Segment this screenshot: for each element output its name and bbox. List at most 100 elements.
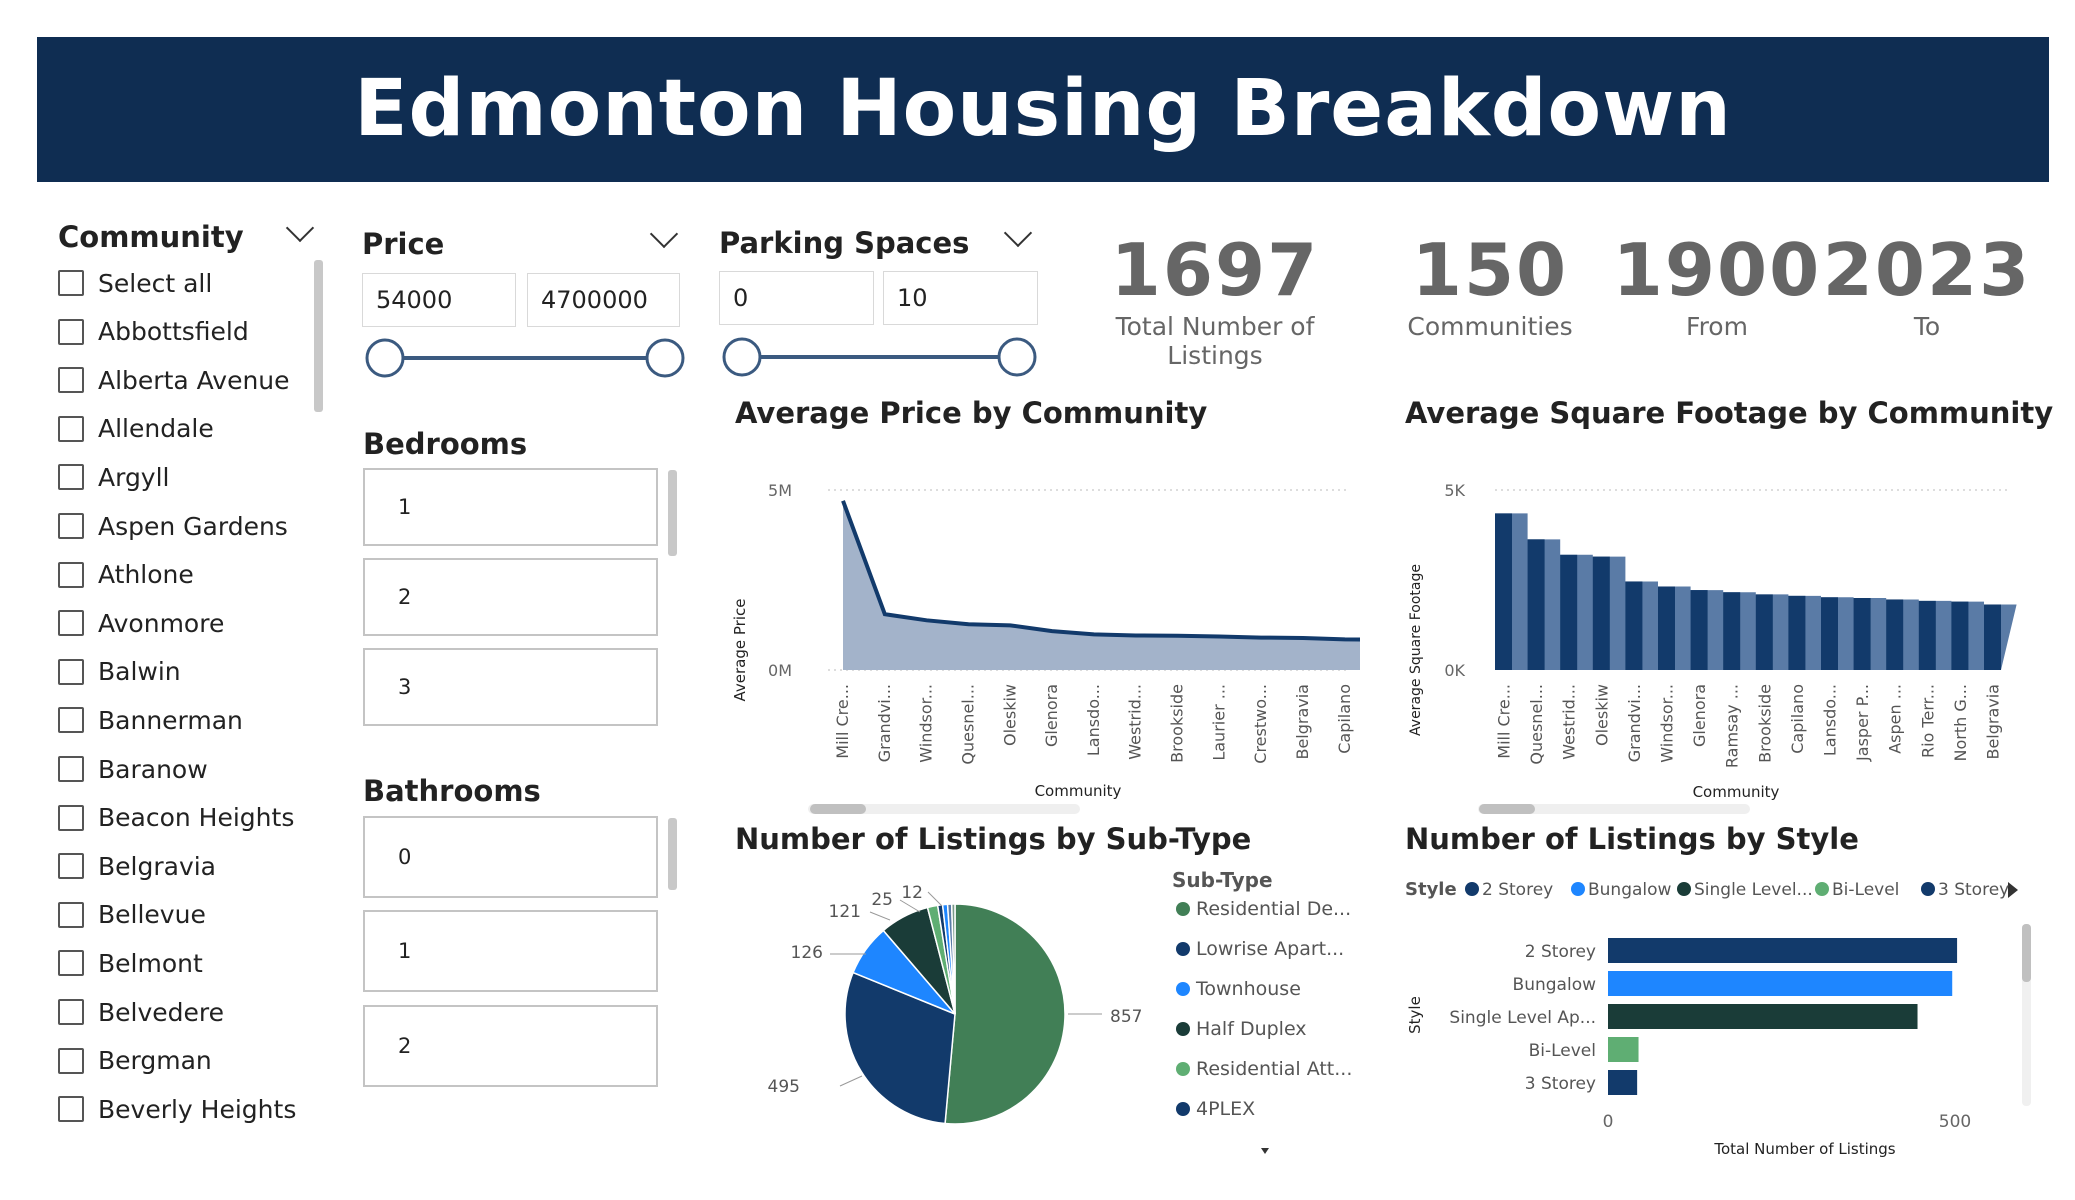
avg-sqft-bar bbox=[1984, 604, 2001, 670]
avg-price-hscroll-track[interactable] bbox=[808, 804, 1080, 814]
legend-marker-icon bbox=[1176, 942, 1190, 956]
select-all-checkbox-row[interactable]: Select all bbox=[58, 263, 212, 303]
kpi-value: 1697 bbox=[1110, 228, 1320, 312]
style-bar bbox=[1608, 938, 1958, 963]
kpi-from-year: 1900 From bbox=[1612, 228, 1822, 341]
bathrooms-tile[interactable]: 0 bbox=[363, 816, 658, 898]
community-checkbox-row[interactable]: Alberta Avenue bbox=[58, 360, 290, 400]
checkbox[interactable] bbox=[58, 804, 84, 831]
pie-data-label: 126 bbox=[791, 943, 823, 963]
kpi-value: 2023 bbox=[1822, 228, 2032, 312]
bathrooms-tile[interactable]: 1 bbox=[363, 910, 658, 992]
community-checkbox-row[interactable]: Baranow bbox=[58, 749, 208, 789]
checkbox[interactable] bbox=[58, 610, 84, 637]
community-label: Avonmore bbox=[98, 608, 225, 638]
pie-data-label: 495 bbox=[768, 1077, 800, 1097]
checkbox[interactable] bbox=[58, 999, 84, 1025]
checkbox[interactable] bbox=[58, 756, 84, 782]
community-checkbox-row[interactable]: Belgravia bbox=[58, 846, 216, 886]
pie-data-label: 12 bbox=[901, 883, 923, 903]
community-checkbox-row[interactable]: Belvedere bbox=[58, 992, 224, 1032]
bedrooms-slicer-title: Bedrooms bbox=[363, 427, 528, 461]
legend-next-arrow-icon[interactable] bbox=[2008, 882, 2018, 898]
style-x-axis-title: Total Number of Listings bbox=[1713, 1140, 1895, 1158]
subtype-chart-title: Number of Listings by Sub-Type bbox=[735, 822, 1252, 856]
avg-sqft-x-tick: Ramsay ... bbox=[1723, 684, 1742, 768]
community-checkbox-row[interactable]: Beverly Heights bbox=[58, 1089, 296, 1129]
community-checkbox-row[interactable]: Argyll bbox=[58, 457, 170, 497]
avg-price-x-tick: Lansdo... bbox=[1084, 684, 1103, 756]
avg-sqft-hscroll-track[interactable] bbox=[1478, 804, 1750, 814]
avg-price-hscroll-thumb[interactable] bbox=[810, 804, 866, 814]
style-x-tick: 500 bbox=[1939, 1112, 1971, 1132]
community-checkbox-row[interactable]: Abbottsfield bbox=[58, 312, 249, 352]
community-checkbox-row[interactable]: Athlone bbox=[58, 555, 194, 595]
bedrooms-tile[interactable]: 3 bbox=[363, 648, 658, 726]
price-min-input[interactable]: 54000 bbox=[362, 273, 516, 327]
legend-scroll-down-icon[interactable] bbox=[1261, 1148, 1269, 1154]
style-bar bbox=[1608, 1004, 1918, 1029]
style-vscroll-thumb[interactable] bbox=[2022, 924, 2031, 982]
bedrooms-tile[interactable]: 2 bbox=[363, 558, 658, 636]
community-checkbox-row[interactable]: Balwin bbox=[58, 652, 181, 692]
parking-min-input[interactable]: 0 bbox=[719, 271, 874, 325]
community-checkbox-row[interactable]: Avonmore bbox=[58, 603, 224, 643]
checkbox[interactable] bbox=[58, 950, 84, 977]
checkbox[interactable] bbox=[58, 464, 84, 491]
parking-range-slider[interactable] bbox=[718, 335, 1048, 379]
checkbox[interactable] bbox=[58, 853, 84, 880]
price-dropdown-chevron-icon[interactable] bbox=[649, 219, 679, 249]
bedrooms-scrollbar[interactable] bbox=[668, 470, 677, 556]
community-dropdown-chevron-icon[interactable] bbox=[285, 213, 315, 243]
community-scrollbar[interactable] bbox=[314, 260, 323, 412]
checkbox[interactable] bbox=[58, 318, 84, 345]
legend-label: 4PLEX bbox=[1196, 1098, 1255, 1120]
parking-dropdown-chevron-icon[interactable] bbox=[1003, 218, 1033, 248]
avg-sqft-bar bbox=[1951, 601, 1969, 670]
avg-price-x-tick: Oleskiw bbox=[1000, 684, 1019, 746]
style-y-tick: Bi-Level bbox=[1529, 1041, 1596, 1061]
pie-leader-line bbox=[839, 1075, 863, 1087]
checkbox[interactable] bbox=[58, 901, 84, 928]
community-checkbox-row[interactable]: Bellevue bbox=[58, 895, 206, 935]
community-label: Athlone bbox=[98, 560, 194, 590]
community-checkbox-row[interactable]: Allendale bbox=[58, 409, 214, 449]
bathrooms-scrollbar[interactable] bbox=[668, 818, 677, 890]
community-checkbox-row[interactable]: Belmont bbox=[58, 943, 203, 983]
avg-sqft-bar bbox=[1690, 590, 1708, 670]
checkbox[interactable] bbox=[58, 1096, 84, 1123]
checkbox[interactable] bbox=[58, 561, 84, 588]
legend-label: Residential De... bbox=[1196, 898, 1351, 920]
pie-slice bbox=[944, 903, 1066, 1125]
community-checkbox-row[interactable]: Bannerman bbox=[58, 700, 243, 740]
parking-max-input[interactable]: 10 bbox=[883, 271, 1038, 325]
bathrooms-tile[interactable]: 2 bbox=[363, 1005, 658, 1087]
checkbox[interactable] bbox=[58, 1047, 84, 1074]
avg-sqft-bar bbox=[1625, 581, 1643, 670]
price-range-slider[interactable] bbox=[362, 336, 692, 380]
parking-slider-min-handle[interactable] bbox=[722, 337, 762, 377]
community-checkbox-row[interactable]: Beacon Heights bbox=[58, 798, 294, 838]
community-checkbox-row[interactable]: Bergman bbox=[58, 1041, 212, 1081]
price-slider-min-handle[interactable] bbox=[365, 338, 405, 378]
avg-sqft-hscroll-thumb[interactable] bbox=[1479, 804, 1535, 814]
kpi-communities: 150 Communities bbox=[1380, 228, 1600, 341]
kpi-label: Total Number of Listings bbox=[1115, 312, 1315, 370]
checkbox[interactable] bbox=[58, 658, 84, 685]
pie-slice bbox=[844, 971, 956, 1125]
price-max-input[interactable]: 4700000 bbox=[527, 273, 680, 327]
pie-slice bbox=[950, 903, 956, 1015]
avg-price-x-axis-title: Community bbox=[1035, 782, 1122, 800]
bedrooms-tile[interactable]: 1 bbox=[363, 468, 658, 546]
style-y-axis-title: Style bbox=[1406, 996, 1424, 1034]
price-slider-max-handle[interactable] bbox=[645, 338, 685, 378]
parking-slider-max-handle[interactable] bbox=[997, 337, 1037, 377]
legend-marker-icon bbox=[1677, 882, 1691, 896]
checkbox[interactable] bbox=[58, 415, 84, 442]
checkbox[interactable] bbox=[58, 367, 84, 394]
community-checkbox-row[interactable]: Aspen Gardens bbox=[58, 506, 288, 546]
checkbox[interactable] bbox=[58, 270, 84, 296]
checkbox[interactable] bbox=[58, 513, 84, 539]
checkbox[interactable] bbox=[58, 707, 84, 734]
avg-price-line bbox=[841, 500, 1360, 642]
